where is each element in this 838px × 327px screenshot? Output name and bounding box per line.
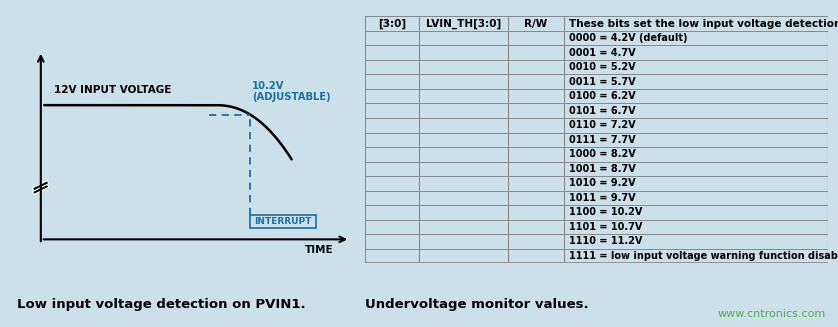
Text: 1110 = 11.2V: 1110 = 11.2V xyxy=(569,236,643,247)
Text: 0000 = 4.2V (default): 0000 = 4.2V (default) xyxy=(569,33,688,43)
Text: R/W: R/W xyxy=(525,19,547,28)
Text: [3:0]: [3:0] xyxy=(378,19,406,29)
Text: 0001 = 4.7V: 0001 = 4.7V xyxy=(569,48,636,58)
Text: 12V INPUT VOLTAGE: 12V INPUT VOLTAGE xyxy=(54,85,172,95)
Bar xyxy=(251,215,316,228)
Text: 10.2V
(ADJUSTABLE): 10.2V (ADJUSTABLE) xyxy=(252,81,331,102)
Text: LVIN_TH[3:0]: LVIN_TH[3:0] xyxy=(426,19,501,29)
Text: TIME: TIME xyxy=(305,245,334,255)
Text: 1010 = 9.2V: 1010 = 9.2V xyxy=(569,178,636,188)
Text: 1111 = low input voltage warning function disabled: 1111 = low input voltage warning functio… xyxy=(569,251,838,261)
Text: 0110 = 7.2V: 0110 = 7.2V xyxy=(569,120,636,130)
Text: 1100 = 10.2V: 1100 = 10.2V xyxy=(569,207,643,217)
Text: Undervoltage monitor values.: Undervoltage monitor values. xyxy=(365,298,588,311)
Text: These bits set the low input voltage detection threshold.: These bits set the low input voltage det… xyxy=(569,19,838,28)
Text: www.cntronics.com: www.cntronics.com xyxy=(717,309,825,319)
Text: 0011 = 5.7V: 0011 = 5.7V xyxy=(569,77,636,87)
Text: Low input voltage detection on PVIN1.: Low input voltage detection on PVIN1. xyxy=(17,298,305,311)
Text: 0111 = 7.7V: 0111 = 7.7V xyxy=(569,135,636,145)
Text: 1001 = 8.7V: 1001 = 8.7V xyxy=(569,164,636,174)
Text: 1101 = 10.7V: 1101 = 10.7V xyxy=(569,222,643,232)
Text: 0100 = 6.2V: 0100 = 6.2V xyxy=(569,91,636,101)
Text: 1000 = 8.2V: 1000 = 8.2V xyxy=(569,149,636,159)
Text: 1011 = 9.7V: 1011 = 9.7V xyxy=(569,193,636,203)
Text: 0101 = 6.7V: 0101 = 6.7V xyxy=(569,106,636,116)
Text: 0010 = 5.2V: 0010 = 5.2V xyxy=(569,62,636,72)
Text: INTERRUPT: INTERRUPT xyxy=(255,216,312,226)
